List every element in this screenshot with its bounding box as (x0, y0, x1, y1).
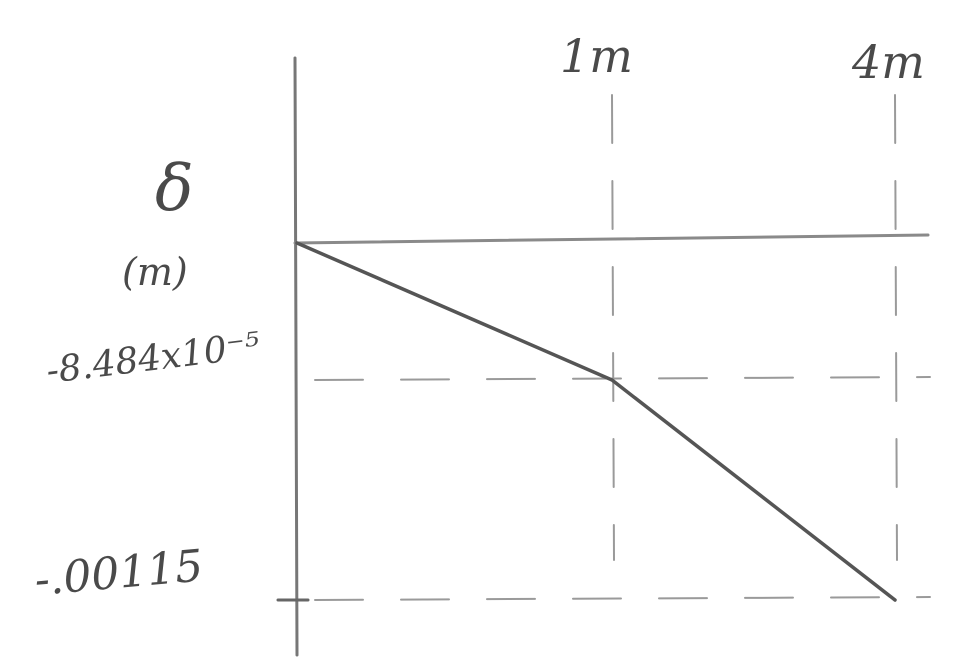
y-tick-label-1: -8.484x10⁻⁵ (44, 325, 262, 392)
y-tick-label-2: -.00115 (33, 540, 206, 606)
x-guide-1 (611, 94, 615, 561)
deflection-point-1 (295, 241, 299, 245)
x-tick-label-2: 4m (851, 35, 925, 89)
y-axis-symbol: δ (155, 152, 194, 226)
guide-lines (276, 94, 931, 602)
y-guide-2 (314, 596, 931, 601)
deflection-point-3 (893, 598, 897, 602)
data-marks (295, 241, 897, 602)
x-guide-2 (894, 94, 898, 561)
zero-baseline (293, 233, 930, 245)
deflection-point-2 (610, 378, 614, 382)
deflection-series-line (295, 241, 897, 602)
x-tick-label-1: 1m (560, 29, 633, 83)
y-guide-1 (314, 376, 931, 381)
y-axis (293, 56, 299, 657)
y-axis-unit: (m) (122, 250, 188, 294)
